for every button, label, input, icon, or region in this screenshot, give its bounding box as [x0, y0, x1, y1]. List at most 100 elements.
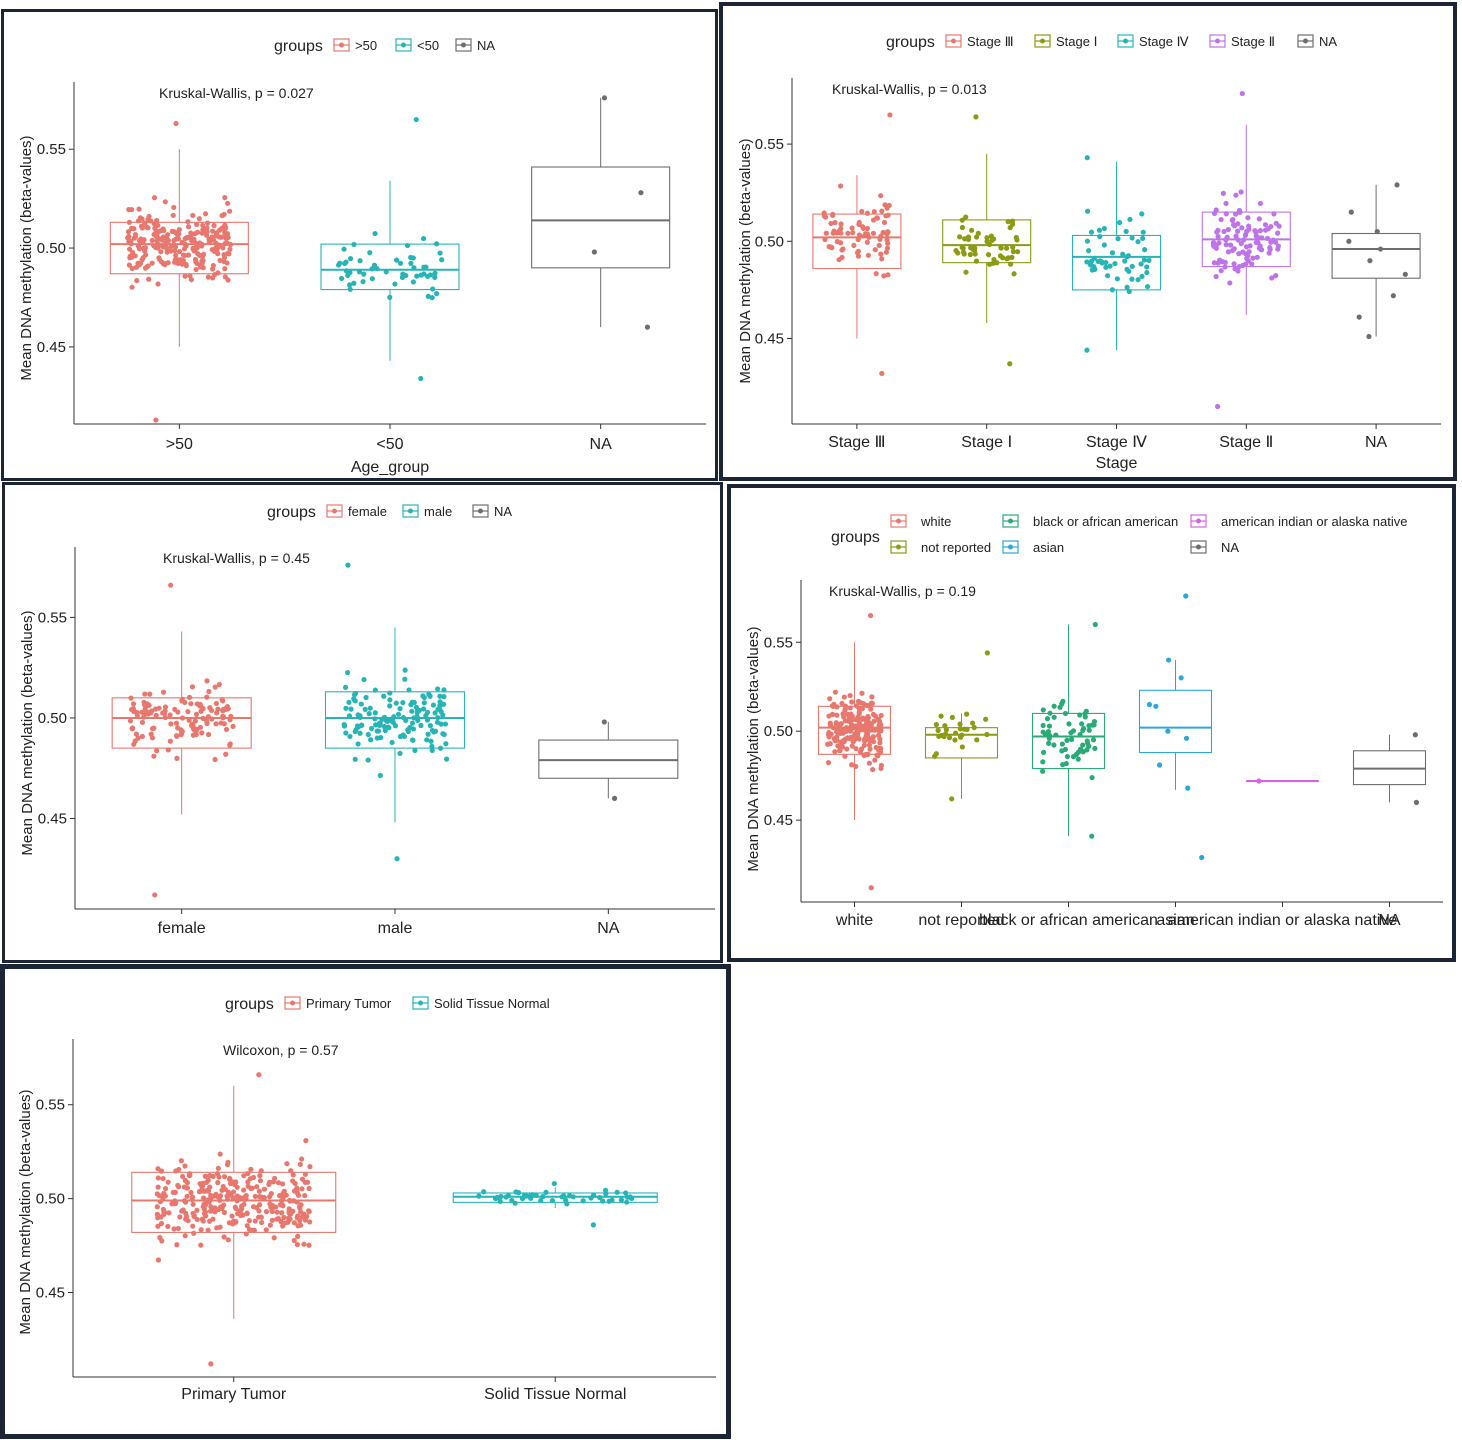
- legend-key-3-dot: [1215, 38, 1220, 44]
- data-point: [421, 264, 427, 270]
- data-point: [1047, 710, 1053, 716]
- data-point: [288, 1168, 294, 1174]
- data-point: [192, 256, 199, 263]
- data-point: [190, 732, 196, 738]
- data-point: [168, 721, 174, 727]
- data-point: [194, 1207, 200, 1213]
- legend-key-4-dot: [1196, 518, 1201, 524]
- data-point: [215, 1180, 221, 1186]
- data-point: [1126, 288, 1132, 295]
- data-point: [185, 709, 191, 715]
- data-point: [597, 1194, 603, 1201]
- x-tick-label: american indian or alaska native: [1168, 912, 1398, 929]
- data-point: [392, 723, 399, 729]
- data-point: [834, 712, 840, 718]
- y-tick-label: 0.50: [764, 723, 793, 740]
- data-point: [214, 1171, 221, 1177]
- data-point: [225, 277, 231, 283]
- data-point: [427, 723, 433, 729]
- legend-label: white: [920, 514, 951, 529]
- data-point: [146, 213, 152, 220]
- data-point: [241, 1187, 247, 1193]
- data-point: [441, 694, 447, 700]
- data-point: [957, 234, 963, 240]
- box-group-1: [452, 1180, 658, 1228]
- data-point: [167, 738, 173, 744]
- data-point: [1070, 754, 1077, 760]
- legend-key-1-dot: [1040, 38, 1045, 44]
- data-point: [377, 722, 383, 729]
- data-point: [142, 691, 148, 697]
- data-point: [141, 237, 147, 243]
- data-point: [165, 1223, 171, 1230]
- data-point: [139, 225, 145, 231]
- data-point: [179, 1173, 186, 1180]
- data-point: [186, 717, 192, 723]
- data-point: [155, 281, 161, 287]
- data-point: [967, 251, 973, 258]
- data-point: [137, 215, 144, 221]
- data-point: [426, 691, 432, 697]
- data-point: [204, 694, 210, 700]
- box-group-1: [942, 114, 1032, 367]
- data-point: [834, 734, 840, 740]
- data-point: [241, 1173, 247, 1179]
- data-point: [481, 1189, 487, 1195]
- data-point: [849, 762, 855, 768]
- data-point: [1165, 728, 1171, 734]
- data-point: [1077, 712, 1083, 718]
- data-point: [413, 116, 419, 123]
- data-point: [299, 1156, 305, 1162]
- data-point: [211, 222, 217, 229]
- data-point: [195, 250, 201, 257]
- data-point: [205, 1188, 212, 1194]
- data-point: [1124, 254, 1130, 260]
- data-point: [224, 703, 230, 710]
- data-point: [207, 705, 213, 711]
- data-point: [836, 257, 842, 263]
- box: [109, 221, 249, 275]
- data-point: [187, 273, 193, 279]
- x-tick-label: Stage Ⅱ: [1219, 434, 1273, 451]
- data-point: [935, 727, 941, 733]
- data-point: [132, 253, 138, 259]
- data-point: [179, 239, 185, 245]
- data-point: [623, 1190, 629, 1196]
- data-point: [228, 1180, 234, 1187]
- data-point: [879, 208, 885, 214]
- y-axis-label: Mean DNA methylation (beta-values): [737, 138, 754, 383]
- data-point: [134, 277, 140, 284]
- data-point: [1222, 264, 1228, 270]
- y-axis-label: Mean DNA methylation (beta-values): [17, 1089, 34, 1334]
- data-point: [410, 255, 416, 261]
- data-point: [847, 692, 853, 699]
- data-point: [201, 1195, 207, 1201]
- data-point: [165, 1179, 171, 1185]
- data-point: [1139, 211, 1145, 217]
- data-point: [341, 246, 347, 252]
- data-point: [429, 295, 435, 301]
- data-point: [136, 246, 143, 252]
- data-point: [193, 711, 200, 717]
- data-point: [965, 234, 972, 240]
- data-point: [409, 708, 415, 714]
- data-point: [190, 1223, 196, 1229]
- data-point: [209, 716, 215, 722]
- data-point: [850, 230, 856, 236]
- data-point: [867, 612, 874, 619]
- data-point: [385, 724, 391, 730]
- data-point: [877, 740, 883, 746]
- data-point: [173, 1168, 179, 1174]
- data-point: [1256, 216, 1262, 222]
- data-point: [1007, 261, 1014, 267]
- data-point: [885, 272, 891, 278]
- data-point: [1070, 728, 1077, 734]
- data-point: [601, 95, 608, 101]
- data-point: [1077, 746, 1084, 752]
- data-point: [591, 249, 597, 255]
- data-point: [408, 702, 414, 708]
- data-point: [864, 210, 871, 216]
- data-point: [1146, 257, 1152, 264]
- legend-key-0-dot: [332, 508, 337, 514]
- data-point: [638, 190, 644, 196]
